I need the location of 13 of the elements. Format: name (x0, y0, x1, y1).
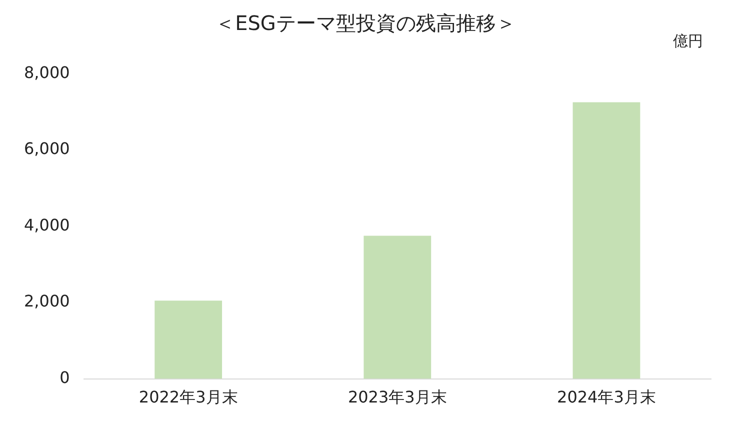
x-tick-label: 2023年3月末 (348, 388, 447, 407)
y-tick-label: 2,000 (24, 292, 70, 311)
y-tick-label: 6,000 (24, 139, 70, 158)
y-tick-label: 0 (60, 368, 70, 387)
y-tick-label: 8,000 (24, 62, 70, 82)
y-axis-title: 億円 (673, 32, 703, 51)
y-tick-label: 4,000 (24, 215, 70, 234)
bar (154, 300, 222, 379)
chart-title: ＜ESGテーマ型投資の残高推移＞ (215, 11, 516, 35)
x-tick-label: 2024年3月末 (557, 388, 656, 407)
bar (572, 102, 640, 379)
bar (364, 236, 432, 379)
x-tick-label: 2022年3月末 (138, 388, 238, 407)
